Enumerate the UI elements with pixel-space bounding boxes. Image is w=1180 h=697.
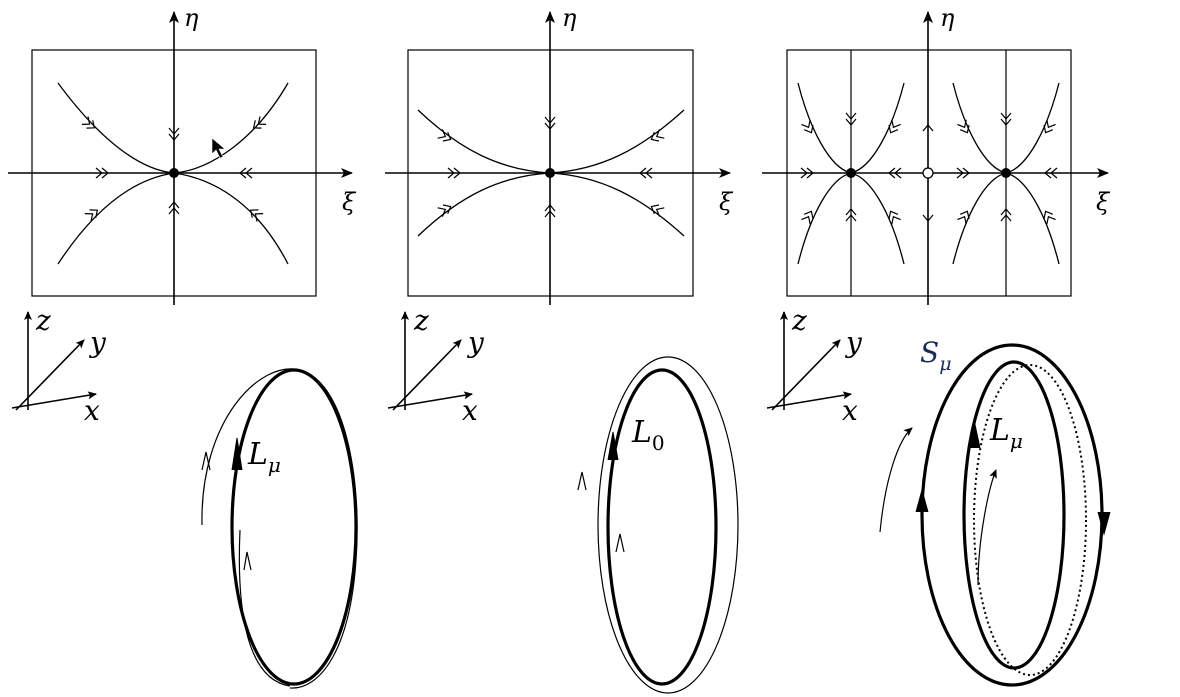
spiral-trajectory [201,368,358,689]
z-label: z [791,304,807,337]
torus-back-dotted [973,364,1087,676]
axes-3d-3: z y x [766,304,863,427]
z-label: z [35,304,51,337]
direction-arrow [615,533,625,553]
y-label: y [466,326,485,359]
eta-label: η [940,4,955,32]
x-label: x [462,394,478,427]
y-label: y [88,326,107,359]
phase-portrait-1: η ξ [8,4,357,305]
x-label: x [842,394,858,427]
loop-label: L0 [631,415,665,455]
spiral-trajectory [238,529,291,687]
direction-arrow [243,551,252,571]
fixed-point [545,168,555,178]
stable-node [1001,168,1011,178]
stable-node [846,168,856,178]
direction-arrow [577,471,587,491]
trajectory-lower [417,172,685,237]
trajectory-arrow [977,469,997,586]
limit-cycle-1: Lμ [201,368,358,689]
mouse-cursor-icon [211,137,226,159]
xi-label: ξ [342,188,357,216]
x-label: x [84,394,100,427]
loop-curve [230,368,358,686]
phase-portrait-2: η ξ [385,4,734,305]
phase-portrait-3: η ξ [762,4,1111,305]
trajectory-lower [57,172,289,265]
surface-label: Sμ [920,336,952,375]
direction-arrow [915,488,929,513]
xi-label: ξ [719,188,734,216]
z-label: z [413,304,429,337]
torus-inner [962,360,1066,670]
direction-arrow [967,419,981,449]
trajectory-arrow [879,427,913,533]
axes-3d-1: z y x [11,304,107,427]
direction-arrow [1097,511,1111,536]
direction-arrow [607,431,619,461]
loop-label: Lμ [247,437,281,477]
loop-label: Lμ [989,413,1023,453]
axes-3d-2: z y x [387,304,485,427]
invariant-torus-3: Lμ Sμ [879,336,1111,687]
loop-curve [606,368,718,686]
xi-label: ξ [1096,188,1111,216]
y-label: y [844,326,863,359]
spiral-trajectory [597,356,739,694]
eta-label: η [184,4,199,32]
limit-cycle-2: L0 [577,356,739,694]
direction-arrow [201,451,211,471]
unstable-point [922,167,934,179]
torus-outer [920,343,1104,687]
direction-arrow [231,437,243,471]
eta-label: η [562,4,577,32]
trajectory-upper [417,109,685,174]
fixed-point [169,168,179,178]
